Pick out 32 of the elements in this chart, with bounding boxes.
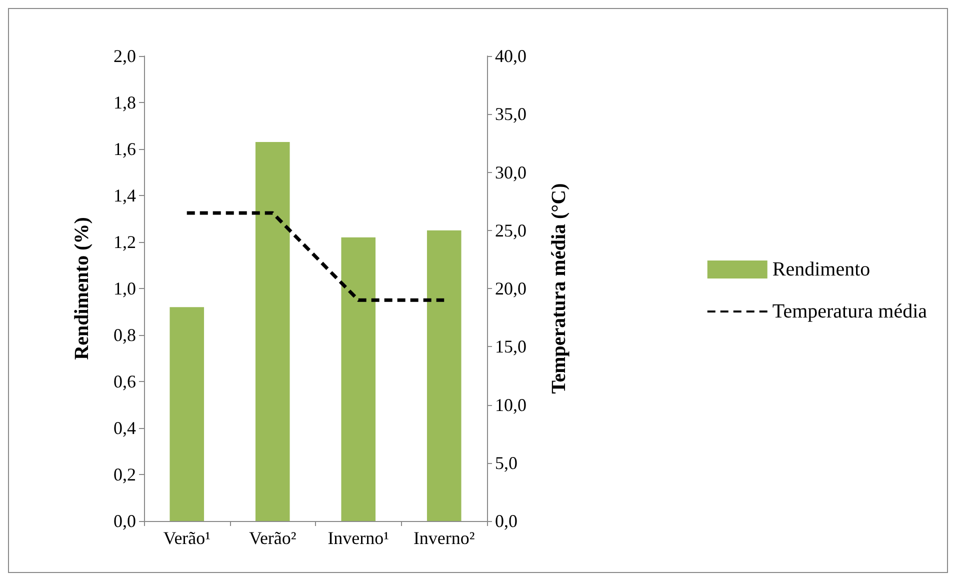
legend-label: Rendimento bbox=[772, 258, 870, 280]
y2-tick-label: 25,0 bbox=[495, 220, 526, 240]
y-tick-label: 1,2 bbox=[114, 232, 136, 252]
bar bbox=[426, 230, 462, 521]
y2-tick-label: 10,0 bbox=[495, 394, 526, 415]
y-tick-label: 0,8 bbox=[114, 325, 136, 345]
y2-tick-label: 30,0 bbox=[495, 162, 526, 182]
bar bbox=[170, 307, 204, 521]
x-tick-label: Verão² bbox=[248, 528, 296, 548]
y-tick-label: 1,4 bbox=[114, 186, 136, 206]
legend-label: Temperatura média bbox=[772, 300, 928, 322]
y-tick-label: 0,4 bbox=[114, 418, 136, 438]
y-tick-label: 2,0 bbox=[114, 46, 136, 66]
y-tick-label: 0,6 bbox=[114, 372, 136, 392]
y-tick-label: 0,2 bbox=[114, 464, 136, 484]
y-tick-label: 1,0 bbox=[114, 278, 136, 298]
y2-axis-title: Temperatura média (°C) bbox=[548, 183, 570, 394]
y-tick-label: 1,8 bbox=[114, 92, 136, 112]
y2-tick-label: 0,0 bbox=[495, 511, 518, 531]
x-tick-label: Inverno² bbox=[413, 528, 475, 548]
y-tick-label: 1,6 bbox=[114, 139, 136, 159]
y-tick-label: 0,0 bbox=[114, 511, 136, 531]
bar bbox=[255, 142, 290, 521]
bar bbox=[341, 237, 376, 521]
y2-tick-label: 20,0 bbox=[495, 278, 526, 298]
x-tick-label: Verão¹ bbox=[163, 528, 211, 548]
x-tick-label: Inverno¹ bbox=[328, 528, 390, 548]
y2-tick-label: 15,0 bbox=[495, 336, 526, 357]
y2-tick-label: 35,0 bbox=[495, 104, 526, 124]
y2-tick-label: 40,0 bbox=[495, 46, 526, 66]
y2-tick-label: 5,0 bbox=[495, 452, 518, 473]
y-axis-title: Rendimento (%) bbox=[71, 217, 93, 360]
